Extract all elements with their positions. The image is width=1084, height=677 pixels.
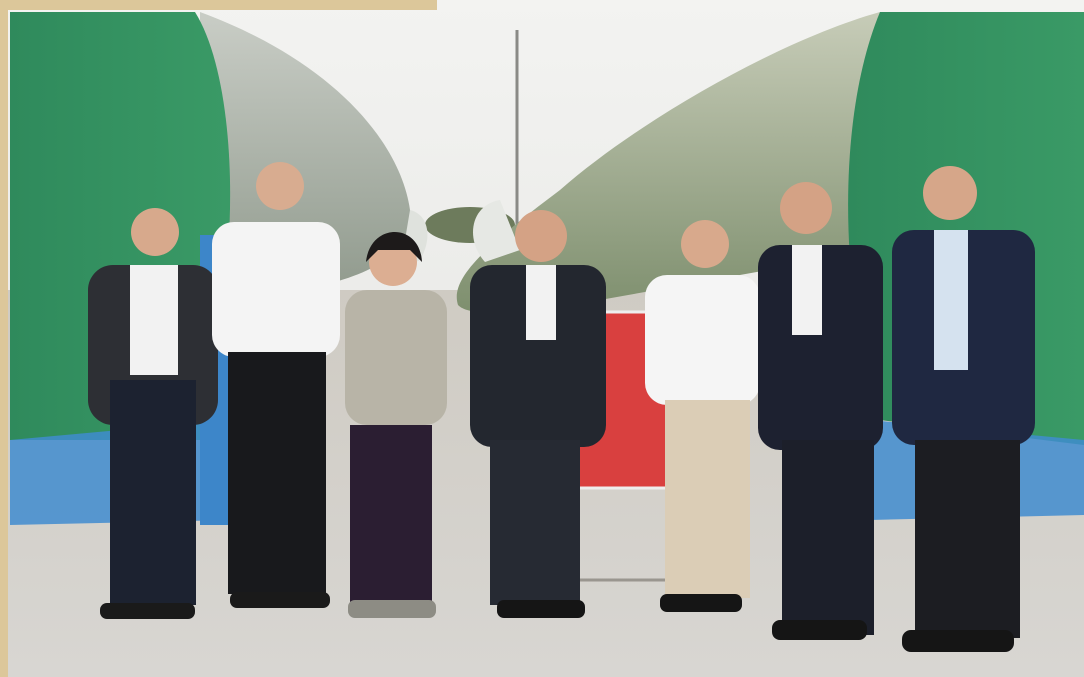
trousers	[110, 380, 196, 605]
head	[780, 182, 832, 234]
head	[681, 220, 729, 268]
person	[758, 182, 883, 640]
person	[345, 232, 447, 618]
shirt	[212, 222, 340, 357]
trousers	[665, 400, 750, 598]
suit	[470, 265, 606, 447]
suit	[758, 245, 883, 450]
shirt	[645, 275, 760, 405]
blade-tip	[473, 200, 520, 262]
person	[212, 162, 340, 608]
jacket	[345, 290, 447, 425]
trousers	[228, 352, 326, 594]
shoes	[230, 592, 330, 608]
trousers	[915, 440, 1020, 638]
hair	[366, 232, 422, 262]
gold-bar	[0, 0, 437, 10]
trousers	[350, 425, 432, 603]
shoes	[660, 594, 742, 612]
gold-edge	[0, 0, 8, 677]
shoes	[772, 620, 867, 640]
shirt	[792, 245, 822, 335]
shoes	[902, 630, 1014, 652]
shoes	[100, 603, 195, 619]
person	[892, 166, 1035, 652]
shoes	[497, 600, 585, 618]
shirt	[526, 265, 556, 340]
trousers	[490, 440, 580, 605]
shoes	[348, 600, 436, 618]
head	[923, 166, 977, 220]
shirt	[934, 230, 968, 370]
person	[470, 210, 606, 618]
head	[131, 208, 179, 256]
shirt	[130, 265, 178, 375]
person	[645, 220, 760, 612]
person	[88, 208, 218, 619]
head	[515, 210, 567, 262]
trousers	[782, 440, 874, 635]
head	[256, 162, 304, 210]
